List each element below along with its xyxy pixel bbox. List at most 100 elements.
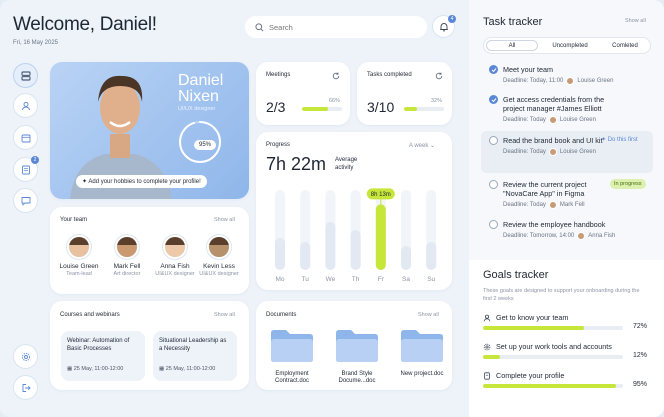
task-title: Meet your team	[503, 65, 553, 74]
day-label: Tu	[302, 276, 310, 283]
course-date-label: 25 May, 11:00-12:00	[73, 366, 124, 372]
tasks-completed-progress	[404, 107, 444, 111]
nav-calendar[interactable]	[13, 125, 38, 150]
hobbies-cta-button[interactable]: ✦ Add your hobbies to complete your prof…	[76, 175, 207, 188]
task-deadline: Deadline: Today, 11:00	[503, 78, 564, 84]
avatar	[67, 235, 91, 259]
activity-tooltip	[366, 188, 395, 200]
nav-logout[interactable]	[13, 375, 38, 400]
tab-uncompleted[interactable]: Uncompleted	[552, 43, 588, 49]
course-date: ▦ 25 May, 11:00-12:00	[159, 366, 215, 372]
day-label: Sa	[402, 276, 410, 283]
progress-card: Progress A week ⌄ 7h 22m Average activit…	[256, 132, 452, 290]
tasks-completed-value: 3/10	[367, 99, 395, 115]
search-icon	[255, 22, 264, 31]
task-deadline: Deadline: Today	[503, 202, 546, 208]
document-name: Brand Style Docume...doc	[338, 371, 376, 384]
avatar-hair	[209, 237, 229, 245]
document-name: Employment Contract.doc	[274, 371, 310, 384]
avatar	[163, 235, 187, 259]
course-item[interactable]: Webinar: Automation of Basic Processes ▦…	[61, 331, 145, 381]
right-panel: Task tracker Show all All Uncompleted Co…	[469, 0, 664, 417]
activity-chart: Mo Tu We Th Fr 8h 13m Sa Su	[275, 188, 437, 283]
activity-bar	[300, 242, 311, 270]
sparkle-icon: ✦	[82, 179, 89, 185]
nav-settings[interactable]	[13, 344, 38, 369]
course-date-label: 25 May, 11:00-12:00	[165, 366, 216, 372]
task-checkbox[interactable]	[489, 180, 498, 189]
range-label: A week	[409, 143, 429, 149]
avatar-hair	[69, 237, 89, 245]
avatar	[577, 232, 586, 240]
task-checkbox[interactable]	[489, 65, 498, 74]
activity-tooltip-label: 8h 13m	[371, 192, 391, 198]
task-tracker-show-all[interactable]: Show all	[625, 18, 646, 24]
task-meta: Deadline: Today, 11:00 Louise Green	[503, 77, 613, 85]
task-assignee: Mark Fell	[559, 202, 585, 208]
refresh-icon[interactable]	[435, 72, 443, 80]
activity-bar	[375, 204, 386, 270]
do-this-first-button[interactable]: ✦ Do this first	[601, 136, 638, 143]
member-role: UI&UX designer	[199, 271, 239, 277]
document-name: New project.doc	[400, 371, 444, 377]
task-highlight	[481, 131, 653, 173]
team-member[interactable]: Kevin Less UI&UX designer	[195, 235, 243, 277]
nav-dashboard[interactable]	[13, 63, 38, 88]
tasks-completed-card: Tasks completed 3/10 32%	[357, 62, 452, 125]
task-assignee: Louise Green	[559, 149, 596, 155]
notification-count: 4	[448, 15, 456, 23]
calendar-icon: ▦	[67, 366, 74, 372]
goal-progress	[483, 326, 623, 330]
task-checkbox[interactable]	[489, 220, 498, 229]
team-member[interactable]: Mark Fell Art director	[103, 235, 151, 277]
bell-icon	[439, 22, 448, 32]
course-item[interactable]: Situational Leadership as a Necessity ▦ …	[153, 331, 237, 381]
folder-icon[interactable]	[334, 329, 380, 363]
user-icon	[483, 314, 491, 322]
activity-bar	[325, 222, 336, 270]
current-date: Fri, 16 May 2025	[13, 40, 59, 46]
calendar-icon	[21, 134, 30, 142]
goals-card: Goals tracker These goals are designed t…	[469, 260, 664, 417]
chevron-down-icon: ⌄	[430, 143, 436, 149]
tab-all[interactable]: All	[486, 40, 538, 51]
course-title: Situational Leadership as a Necessity	[159, 338, 227, 352]
task-checkbox[interactable]	[489, 136, 498, 145]
tab-completed[interactable]: Comleted	[612, 43, 638, 49]
task-meta: Deadline: Tomorrow, 14:00 Anna Fish	[503, 232, 615, 240]
courses-show-all[interactable]: Show all	[214, 312, 235, 318]
team-member[interactable]: Anna Fish UI&UX designer	[151, 235, 199, 277]
avatar-hair	[165, 237, 185, 245]
folder-icon[interactable]	[269, 329, 315, 363]
nav-profile[interactable]	[13, 93, 38, 118]
profile-last-name: Nixen	[178, 88, 219, 105]
range-select[interactable]: A week ⌄	[409, 142, 435, 149]
task-assignee: Anna Fish	[588, 233, 616, 239]
search-bar[interactable]	[245, 16, 427, 38]
folder-icon[interactable]	[399, 329, 445, 363]
member-role: Art director	[113, 271, 141, 277]
member-name: Mark Fell	[113, 263, 141, 270]
progress-title: Progress	[266, 142, 291, 148]
profile-role: UI/UX designer	[178, 106, 216, 112]
team-member[interactable]: Louise Green Team-lead	[55, 235, 103, 277]
documents-show-all[interactable]: Show all	[418, 312, 439, 318]
profile-first-name: Daniel	[178, 72, 224, 89]
goal-percent: 12%	[633, 352, 648, 359]
goal-percent: 72%	[633, 323, 648, 330]
avatar-hair	[117, 237, 137, 245]
notifications-button[interactable]: 4	[432, 15, 456, 38]
meetings-percent: 66%	[329, 98, 341, 104]
refresh-icon[interactable]	[332, 72, 340, 80]
task-checkbox[interactable]	[489, 95, 498, 104]
meetings-value: 2/3	[266, 99, 286, 115]
profile-completion-ring	[179, 121, 221, 163]
profile-completion-value: 95%	[194, 140, 217, 150]
nav-messages[interactable]	[13, 188, 38, 213]
team-show-all[interactable]: Show all	[214, 217, 235, 223]
goal-progress-fill	[483, 355, 500, 359]
goal-progress-fill	[483, 326, 584, 330]
search-input[interactable]	[269, 22, 419, 32]
nav-tasks[interactable]: 2	[13, 156, 39, 182]
